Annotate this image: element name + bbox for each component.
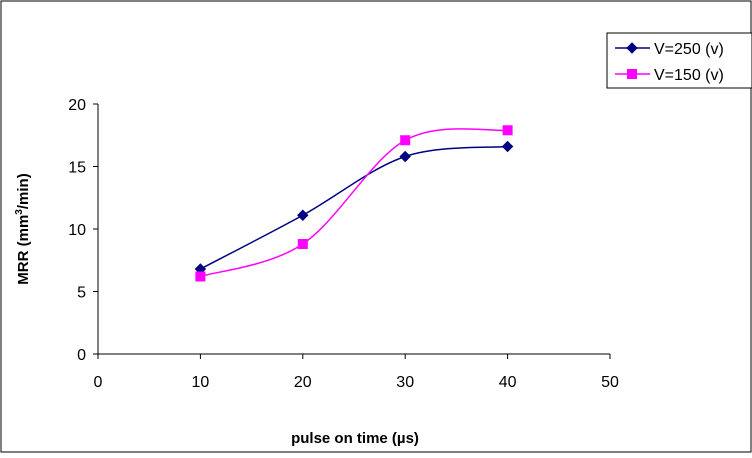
y-tick-label: 10 bbox=[68, 222, 86, 239]
x-axis-ticks: 0 10 20 30 40 50 bbox=[94, 354, 619, 391]
series-layer bbox=[194, 125, 514, 282]
y-tick-label: 15 bbox=[68, 160, 86, 177]
x-axis-title: pulse on time (µs) bbox=[291, 430, 419, 447]
data-point bbox=[400, 135, 411, 146]
y-tick-label: 0 bbox=[77, 347, 86, 364]
x-tick-label: 30 bbox=[396, 374, 414, 391]
y-tick-label: 5 bbox=[77, 285, 86, 302]
y-axis-title: MRR (mm3/min) bbox=[14, 173, 32, 284]
x-tick-label: 40 bbox=[499, 374, 517, 391]
legend-label: V=150 (v) bbox=[654, 67, 724, 84]
data-point bbox=[297, 239, 308, 249]
y-tick-label: 20 bbox=[68, 97, 86, 114]
x-tick-label: 20 bbox=[294, 374, 312, 391]
data-point bbox=[399, 150, 411, 163]
legend-marker bbox=[626, 42, 638, 54]
y-axis-ticks: 0 5 10 15 20 bbox=[68, 97, 98, 364]
legend-item: V=250 (v) bbox=[615, 41, 724, 58]
x-tick-label: 50 bbox=[601, 374, 619, 391]
series-2 bbox=[195, 125, 513, 282]
data-point bbox=[195, 271, 206, 282]
x-tick-label: 0 bbox=[94, 374, 103, 391]
series-line bbox=[200, 145, 508, 270]
series-line bbox=[200, 128, 508, 278]
data-point bbox=[501, 140, 514, 153]
legend-marker bbox=[627, 69, 637, 79]
legend-item: V=150 (v) bbox=[615, 67, 724, 84]
data-point bbox=[502, 125, 513, 136]
data-point bbox=[297, 209, 309, 221]
x-tick-label: 10 bbox=[192, 374, 210, 391]
legend: V=250 (v) V=150 (v) bbox=[606, 32, 752, 89]
series-1 bbox=[194, 140, 514, 275]
legend-label: V=250 (v) bbox=[654, 41, 724, 58]
